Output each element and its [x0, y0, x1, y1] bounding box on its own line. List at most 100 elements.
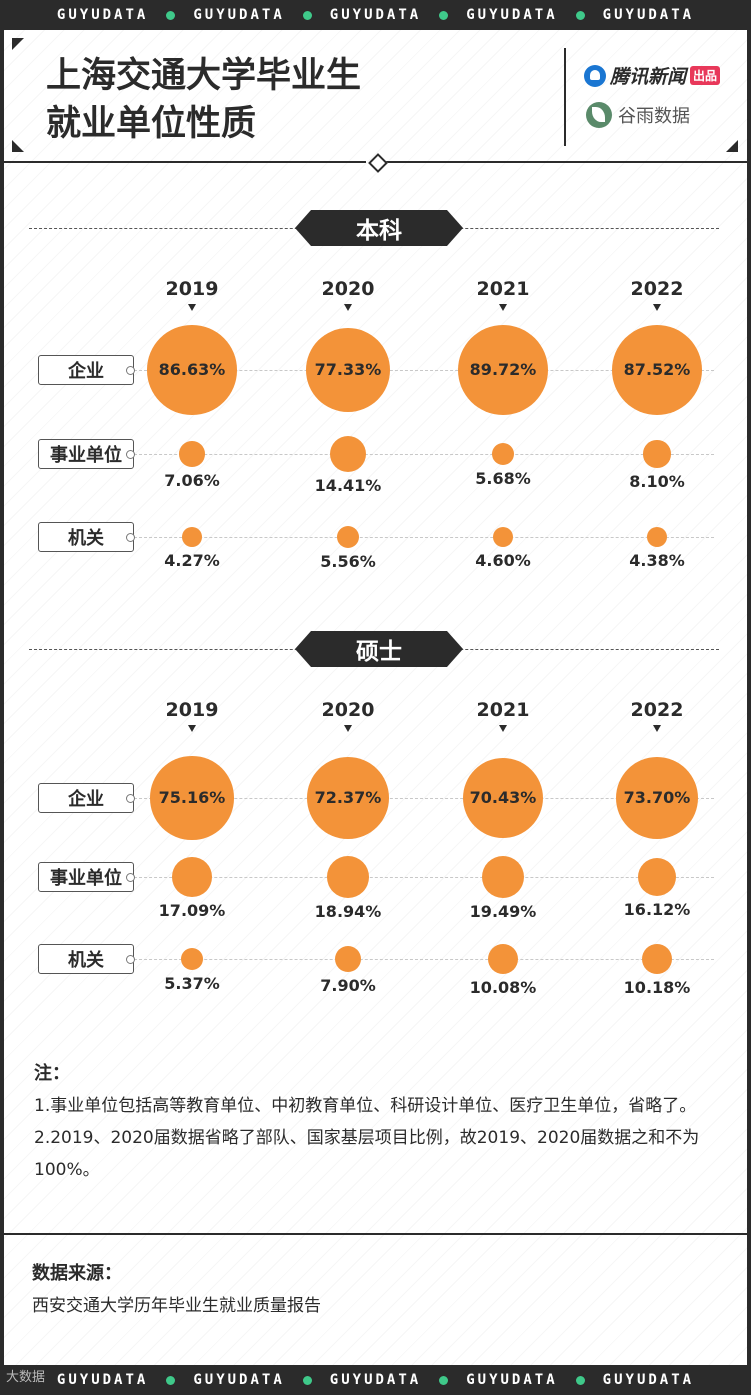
brand-text: GUYUDATA	[193, 7, 285, 23]
row-guide-line	[134, 370, 714, 371]
row-label: 机关	[38, 944, 134, 974]
data-bubble	[641, 943, 673, 975]
year-label: 2022	[630, 278, 684, 300]
data-bubble	[492, 526, 514, 548]
brand-text: GUYUDATA	[329, 7, 422, 23]
row-label: 事业单位	[38, 439, 134, 469]
data-label: 19.49%	[469, 902, 537, 922]
row-connector-icon	[126, 450, 135, 459]
dot-icon	[439, 1375, 449, 1385]
data-label: 5.68%	[475, 469, 531, 489]
brand-text: GUYUDATA	[329, 1372, 422, 1388]
data-label: 8.10%	[629, 471, 685, 491]
year-marker-icon	[653, 304, 661, 311]
row-guide-line	[134, 537, 714, 538]
header-rule-right	[386, 161, 747, 163]
data-bubble	[179, 441, 205, 467]
data-bubble	[172, 857, 212, 897]
brand-text: GUYUDATA	[193, 1372, 285, 1388]
dot-icon	[575, 1375, 585, 1385]
tencent-bell-icon	[584, 64, 606, 87]
data-label: 87.52%	[623, 360, 691, 380]
source-divider	[4, 1233, 747, 1235]
brand-text: GUYUDATA	[56, 7, 149, 23]
row-connector-icon	[126, 955, 135, 964]
row-label: 事业单位	[38, 862, 134, 892]
row-guide-line	[134, 798, 714, 799]
data-label: 17.09%	[158, 900, 226, 920]
note-line: 2.2019、2020届数据省略了部队、国家基层项目比例，故2019、2020届…	[34, 1128, 700, 1180]
data-label: 72.37%	[314, 788, 382, 808]
brand-text: GUYUDATA	[466, 7, 558, 23]
year-label: 2021	[476, 278, 530, 300]
brand-strip-top: GUYUDATA GUYUDATA GUYUDATA GUYUDATA GUYU…	[0, 0, 751, 30]
data-label: 75.16%	[158, 788, 226, 808]
data-label: 4.60%	[475, 551, 531, 571]
year-label: 2020	[321, 699, 375, 721]
data-label: 7.06%	[164, 470, 220, 490]
data-label: 5.37%	[164, 974, 220, 994]
tencent-news-logo: 腾讯新闻 出品	[584, 62, 721, 89]
data-bubble	[637, 857, 677, 897]
dot-icon	[439, 10, 449, 20]
data-bubble: 73.70%	[615, 756, 699, 840]
data-label: 7.90%	[320, 976, 376, 996]
note-line: 1.事业单位包括高等教育单位、中初教育单位、科研设计单位、医疗卫生单位，省略了。	[34, 1096, 697, 1116]
data-bubble: 86.63%	[147, 325, 237, 415]
notes-heading: 注：	[34, 1063, 70, 1084]
source-text: 西安交通大学历年毕业生就业质量报告	[32, 1296, 321, 1316]
source: 数据来源： 西安交通大学历年毕业生就业质量报告	[32, 1258, 321, 1322]
row-guide-line	[134, 877, 714, 878]
data-label: 10.08%	[469, 978, 537, 998]
dot-icon	[302, 1375, 312, 1385]
year-marker-icon	[188, 725, 196, 732]
row-connector-icon	[126, 533, 135, 542]
data-bubble: 70.43%	[462, 757, 544, 839]
data-bubble	[334, 945, 362, 973]
watermark: 大数据	[6, 1370, 46, 1385]
year-marker-icon	[188, 304, 196, 311]
dot-icon	[166, 1375, 176, 1385]
row-connector-icon	[126, 873, 135, 882]
year-label: 2019	[165, 699, 219, 721]
guyu-logo-text: 谷雨数据	[618, 106, 690, 127]
data-label: 86.63%	[158, 360, 226, 380]
notes: 注： 1.事业单位包括高等教育单位、中初教育单位、科研设计单位、医疗卫生单位，省…	[34, 1058, 724, 1186]
data-label: 73.70%	[623, 788, 691, 808]
section-title: 本科	[295, 210, 463, 246]
data-bubble: 72.37%	[307, 757, 389, 839]
year-marker-icon	[344, 725, 352, 732]
data-label: 18.94%	[314, 901, 382, 921]
row-connector-icon	[126, 366, 135, 375]
brand-text: GUYUDATA	[56, 1372, 149, 1388]
data-label: 89.72%	[469, 360, 537, 380]
dot-icon	[166, 10, 176, 20]
year-marker-icon	[499, 304, 507, 311]
title-line-2: 就业单位性质	[46, 104, 257, 144]
year-marker-icon	[653, 725, 661, 732]
tencent-badge: 出品	[690, 66, 721, 85]
data-label: 14.41%	[314, 476, 382, 496]
year-marker-icon	[499, 725, 507, 732]
tencent-logo-text: 腾讯新闻	[610, 66, 687, 88]
year-label: 2022	[630, 699, 684, 721]
year-label: 2021	[476, 699, 530, 721]
data-bubble	[327, 856, 369, 898]
data-bubble	[487, 943, 519, 975]
infographic-card: 上海交通大学毕业生 就业单位性质 腾讯新闻 出品 谷雨数据 本科 2019 2020…	[4, 30, 747, 1365]
data-bubble: 87.52%	[612, 325, 702, 415]
row-label: 机关	[38, 522, 134, 552]
data-bubble	[180, 947, 204, 971]
section-title: 硕士	[295, 631, 463, 667]
header-rule-left	[4, 161, 366, 163]
data-bubble	[182, 527, 202, 547]
row-guide-line	[134, 454, 714, 455]
data-label: 16.12%	[623, 900, 691, 920]
data-bubble	[646, 526, 668, 548]
row-label: 企业	[38, 355, 134, 385]
row-guide-line	[134, 959, 714, 960]
data-bubble	[481, 855, 525, 899]
row-connector-icon	[126, 794, 135, 803]
guyu-leaf-icon	[586, 102, 612, 128]
